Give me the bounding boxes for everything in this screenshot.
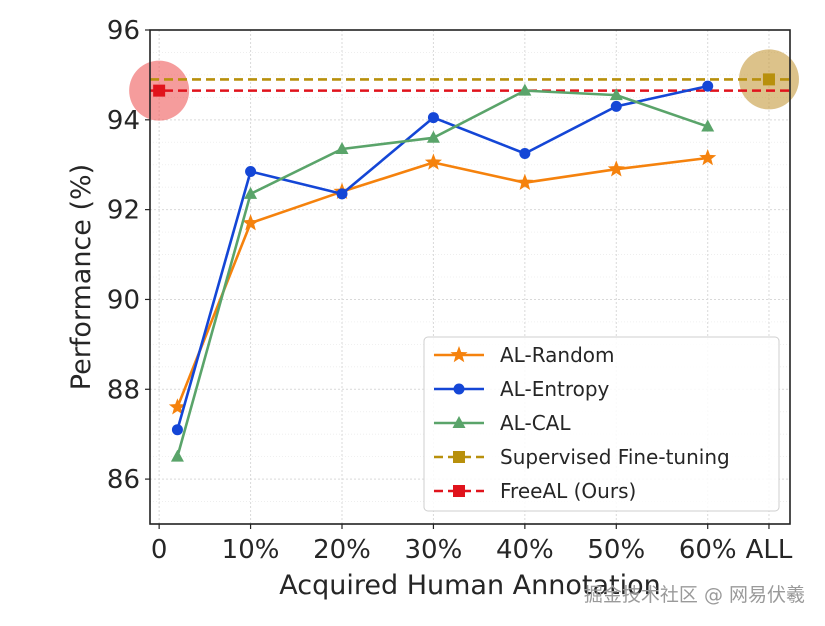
legend-marker bbox=[450, 346, 468, 363]
legend-item: Supervised Fine-tuning bbox=[434, 445, 730, 469]
x-tick-label: 20% bbox=[313, 535, 371, 565]
data-point bbox=[168, 398, 186, 415]
y-tick-label: 96 bbox=[107, 16, 140, 46]
data-point bbox=[609, 88, 623, 101]
series-al-entropy bbox=[171, 80, 714, 436]
series-al-random bbox=[168, 148, 717, 415]
x-tick-label: 30% bbox=[405, 535, 463, 565]
data-point bbox=[242, 214, 260, 231]
highlight-circles bbox=[129, 49, 799, 121]
x-tick-label: 10% bbox=[222, 535, 280, 565]
legend-marker bbox=[453, 451, 465, 463]
watermark: 掘金技术社区 @ 网易伏羲 bbox=[584, 584, 805, 606]
legend-label: FreeAL (Ours) bbox=[500, 479, 636, 503]
data-point bbox=[699, 148, 717, 166]
y-tick-label: 90 bbox=[107, 285, 140, 315]
y-axis-ticks: 86 88 90 92 94 96 bbox=[107, 16, 150, 495]
data-point bbox=[607, 160, 625, 177]
legend-marker bbox=[452, 416, 466, 428]
y-tick-label: 88 bbox=[107, 375, 140, 405]
data-point bbox=[427, 112, 439, 124]
legend-item: FreeAL (Ours) bbox=[434, 479, 636, 503]
reference-lines bbox=[150, 73, 790, 97]
legend-marker bbox=[453, 485, 465, 497]
data-point bbox=[170, 449, 184, 462]
data-point bbox=[335, 142, 349, 155]
legend: AL-Random AL-Entropy AL-CAL Supervised Fine… bbox=[423, 336, 780, 512]
data-point bbox=[702, 80, 714, 92]
legend-item: AL-CAL bbox=[434, 411, 571, 435]
reference-marker bbox=[153, 84, 166, 97]
y-tick-label: 86 bbox=[107, 465, 140, 495]
x-tick-label: 40% bbox=[496, 535, 554, 565]
data-point bbox=[336, 188, 348, 200]
plot-frame bbox=[149, 29, 791, 525]
data-point bbox=[610, 100, 622, 112]
legend-label: AL-CAL bbox=[500, 411, 571, 435]
data-point bbox=[245, 165, 257, 177]
series-al-cal bbox=[170, 83, 715, 462]
legend-item: AL-Entropy bbox=[434, 377, 610, 401]
x-axis-label: Acquired Human Annotation bbox=[279, 570, 660, 601]
legend-item: AL-Random bbox=[434, 343, 615, 367]
x-tick-label: 60% bbox=[679, 535, 737, 565]
data-point bbox=[171, 424, 183, 436]
data-point bbox=[424, 153, 442, 170]
legend-label: AL-Random bbox=[500, 343, 615, 367]
x-tick-label: 50% bbox=[587, 535, 645, 565]
x-tick-label: ALL bbox=[746, 535, 793, 565]
y-tick-label: 94 bbox=[107, 106, 140, 136]
data-point bbox=[518, 83, 532, 96]
legend-marker bbox=[453, 383, 465, 395]
legend-box bbox=[423, 336, 780, 512]
x-axis-ticks: 0 10% 20% 30% 40% 50% 60% ALL bbox=[151, 524, 793, 565]
data-point bbox=[516, 173, 534, 190]
x-tick-label: 0 bbox=[151, 535, 168, 565]
legend-label: AL-Entropy bbox=[500, 377, 610, 401]
y-tick-label: 92 bbox=[107, 196, 140, 226]
y-axis-label: Performance (%) bbox=[66, 164, 97, 390]
legend-label: Supervised Fine-tuning bbox=[500, 445, 730, 469]
data-point bbox=[519, 148, 531, 159]
reference-marker bbox=[762, 73, 775, 86]
data-point bbox=[244, 186, 258, 199]
data-series bbox=[168, 80, 717, 462]
data-point bbox=[426, 130, 440, 143]
data-point bbox=[701, 119, 715, 132]
